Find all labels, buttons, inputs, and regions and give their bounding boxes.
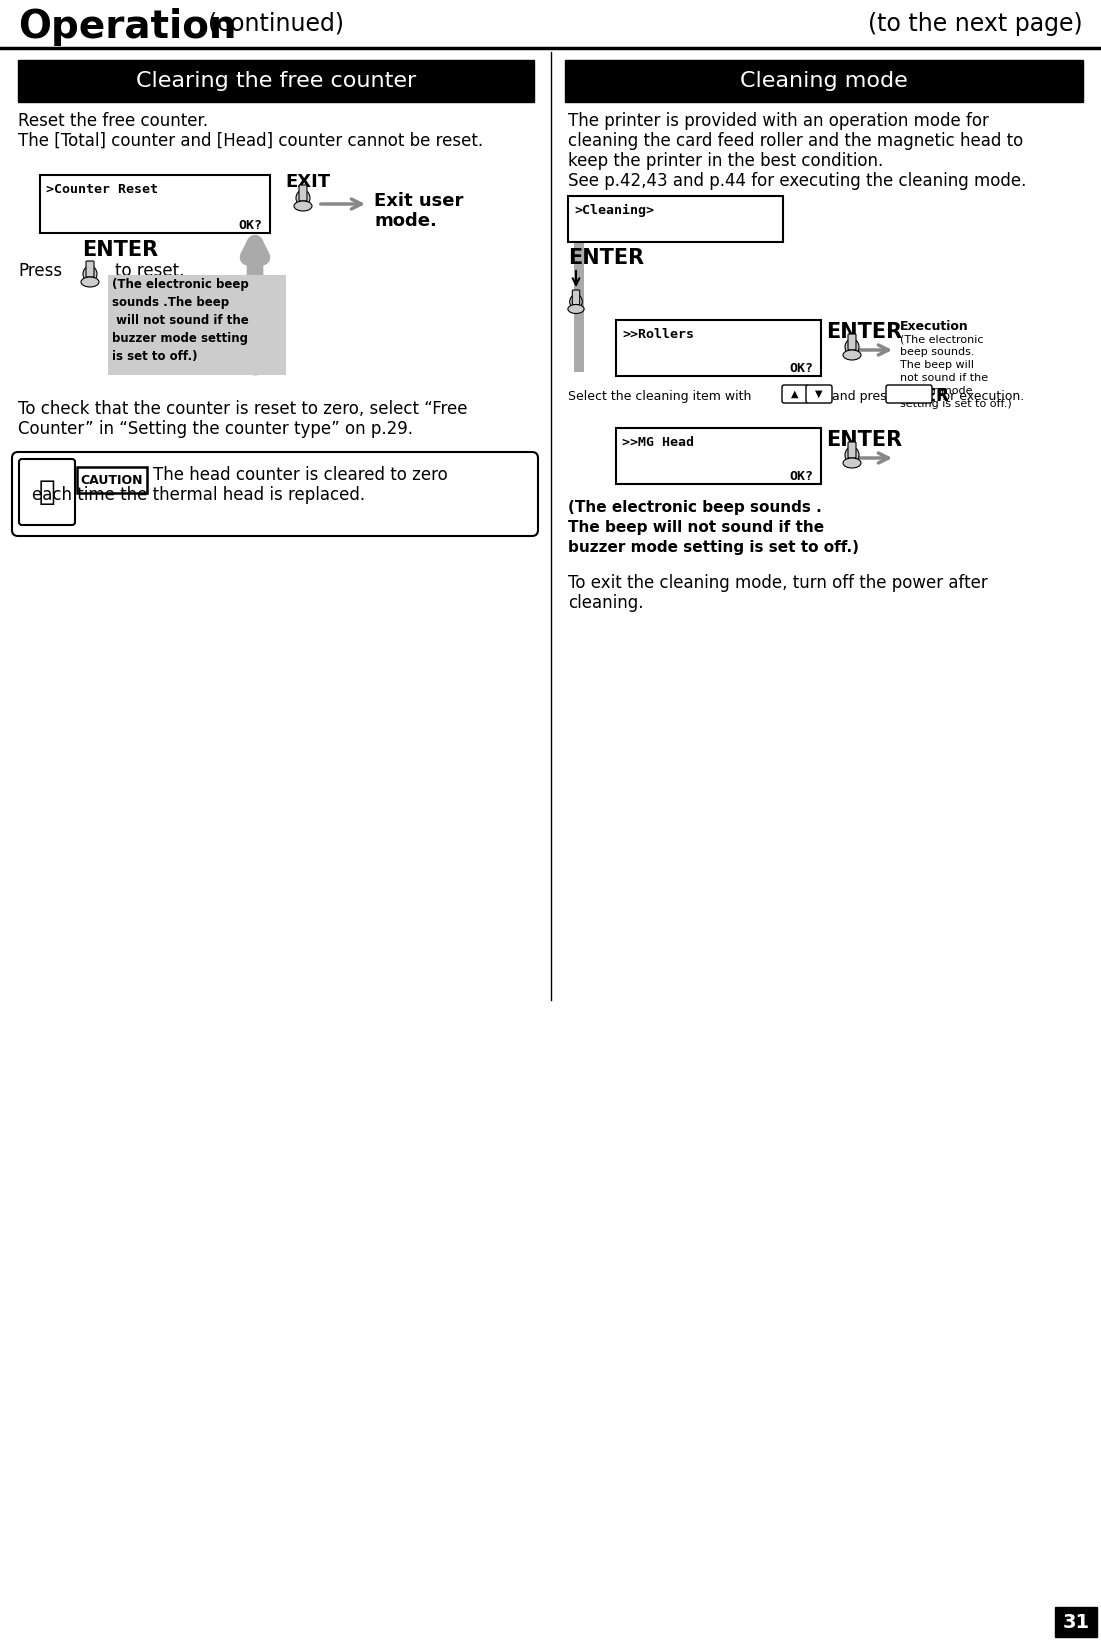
- Text: To exit the cleaning mode, turn off the power after: To exit the cleaning mode, turn off the …: [568, 573, 988, 591]
- Text: buzzer mode setting: buzzer mode setting: [112, 332, 248, 345]
- Text: 👍: 👍: [39, 478, 55, 506]
- Text: mode.: mode.: [374, 212, 437, 230]
- Text: to reset.: to reset.: [115, 261, 184, 279]
- Bar: [565, 61, 1083, 102]
- Text: Operation: Operation: [18, 8, 237, 46]
- Text: See p.42,43 and p.44 for executing the cleaning mode.: See p.42,43 and p.44 for executing the c…: [568, 173, 1026, 191]
- FancyBboxPatch shape: [782, 384, 808, 403]
- Text: ENTER: ENTER: [826, 430, 902, 450]
- FancyArrowPatch shape: [573, 271, 579, 284]
- Bar: [18, 61, 534, 102]
- Text: setting is set to off.): setting is set to off.): [900, 399, 1012, 409]
- Ellipse shape: [569, 294, 582, 309]
- Ellipse shape: [568, 304, 585, 314]
- Text: will not sound if the: will not sound if the: [112, 314, 249, 327]
- FancyArrowPatch shape: [320, 199, 361, 209]
- Text: for execution.: for execution.: [938, 389, 1024, 403]
- Text: Exit user: Exit user: [374, 192, 464, 210]
- Ellipse shape: [844, 447, 859, 463]
- Text: The printer is provided with an operation mode for: The printer is provided with an operatio…: [568, 112, 989, 130]
- Ellipse shape: [296, 191, 310, 205]
- Text: (The electronic beep sounds .: (The electronic beep sounds .: [568, 499, 821, 514]
- Bar: [40, 176, 270, 233]
- Text: cleaning.: cleaning.: [568, 595, 643, 611]
- Text: Clearing the free counter: Clearing the free counter: [135, 71, 416, 90]
- FancyBboxPatch shape: [806, 384, 832, 403]
- FancyBboxPatch shape: [573, 291, 580, 304]
- Ellipse shape: [294, 200, 312, 210]
- Ellipse shape: [843, 458, 861, 468]
- Text: (continued): (continued): [208, 12, 344, 36]
- Text: (The electronic: (The electronic: [900, 334, 983, 343]
- Text: ▲: ▲: [792, 389, 798, 399]
- Text: >Counter Reset: >Counter Reset: [46, 182, 159, 196]
- Text: buzzer mode: buzzer mode: [900, 386, 972, 396]
- FancyBboxPatch shape: [77, 467, 148, 493]
- Text: ENTER: ENTER: [81, 240, 159, 260]
- Bar: [1055, 1607, 1097, 1636]
- Bar: [615, 320, 821, 376]
- Text: Reset the free counter.: Reset the free counter.: [18, 112, 208, 130]
- Text: The [Total] counter and [Head] counter cannot be reset.: The [Total] counter and [Head] counter c…: [18, 131, 483, 150]
- FancyBboxPatch shape: [19, 458, 75, 526]
- FancyBboxPatch shape: [86, 261, 94, 278]
- Ellipse shape: [843, 350, 861, 360]
- FancyBboxPatch shape: [848, 334, 855, 350]
- FancyBboxPatch shape: [848, 442, 855, 458]
- FancyBboxPatch shape: [886, 384, 933, 403]
- Text: ENTER: ENTER: [568, 248, 644, 268]
- Text: 31: 31: [1062, 1612, 1090, 1631]
- Text: buzzer mode setting is set to off.): buzzer mode setting is set to off.): [568, 541, 859, 555]
- Text: >Cleaning>: >Cleaning>: [574, 204, 654, 217]
- Text: OK?: OK?: [789, 470, 813, 483]
- Text: (to the next page): (to the next page): [869, 12, 1083, 36]
- Ellipse shape: [83, 266, 97, 283]
- Text: The head counter is cleared to zero: The head counter is cleared to zero: [153, 467, 448, 485]
- Text: sounds .The beep: sounds .The beep: [112, 296, 229, 309]
- Text: Counter” in “Setting the counter type” on p.29.: Counter” in “Setting the counter type” o…: [18, 421, 413, 439]
- FancyArrowPatch shape: [851, 345, 889, 355]
- Text: >>MG Head: >>MG Head: [622, 435, 694, 449]
- Text: To check that the counter is reset to zero, select “Free: To check that the counter is reset to ze…: [18, 399, 468, 417]
- FancyArrowPatch shape: [851, 453, 889, 463]
- Text: Execution: Execution: [900, 320, 969, 334]
- Text: CAUTION: CAUTION: [80, 473, 143, 486]
- Text: The beep will: The beep will: [900, 360, 974, 370]
- Text: >>Rollers: >>Rollers: [622, 329, 694, 342]
- Text: is set to off.): is set to off.): [112, 350, 197, 363]
- Bar: [615, 427, 821, 485]
- Text: cleaning the card feed roller and the magnetic head to: cleaning the card feed roller and the ma…: [568, 131, 1023, 150]
- FancyBboxPatch shape: [299, 186, 307, 200]
- Text: Cleaning mode: Cleaning mode: [740, 71, 908, 90]
- Text: keep the printer in the best condition.: keep the printer in the best condition.: [568, 153, 883, 169]
- Bar: [568, 196, 783, 242]
- FancyArrowPatch shape: [248, 243, 262, 368]
- Text: ENTER: ENTER: [889, 388, 950, 406]
- Bar: [108, 274, 286, 375]
- Text: (The electronic beep: (The electronic beep: [112, 278, 249, 291]
- Bar: [574, 242, 584, 371]
- FancyBboxPatch shape: [12, 452, 538, 536]
- Text: ▼: ▼: [815, 389, 822, 399]
- Text: OK?: OK?: [238, 219, 262, 232]
- Text: not sound if the: not sound if the: [900, 373, 988, 383]
- Text: Press: Press: [18, 261, 62, 279]
- Text: and press: and press: [832, 389, 893, 403]
- Ellipse shape: [81, 278, 99, 288]
- Text: beep sounds.: beep sounds.: [900, 347, 974, 357]
- Text: Select the cleaning item with: Select the cleaning item with: [568, 389, 751, 403]
- Text: EXIT: EXIT: [285, 173, 330, 191]
- Text: The beep will not sound if the: The beep will not sound if the: [568, 519, 825, 536]
- Text: each time the thermal head is replaced.: each time the thermal head is replaced.: [32, 486, 366, 504]
- Ellipse shape: [844, 338, 859, 355]
- Text: OK?: OK?: [789, 361, 813, 375]
- Text: ENTER: ENTER: [826, 322, 902, 342]
